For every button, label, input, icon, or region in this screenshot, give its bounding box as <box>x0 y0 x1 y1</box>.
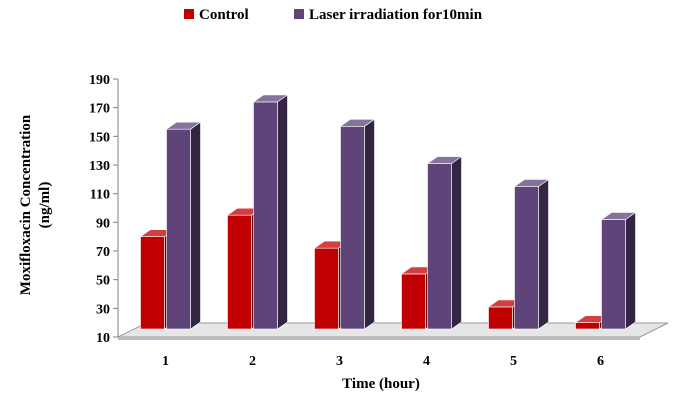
y-tick-label-50: 50 <box>96 274 110 289</box>
bar-front <box>601 219 626 330</box>
bar-side <box>538 178 549 330</box>
bar-side <box>277 94 288 330</box>
y-tick-label-90: 90 <box>96 216 110 231</box>
bar-laser-irradiation-for10min-3 <box>339 118 376 330</box>
x-tick-label-4: 4 <box>423 354 430 369</box>
bar-laser-irradiation-for10min-1 <box>165 121 202 330</box>
y-tick-label-70: 70 <box>96 245 110 260</box>
bar-top <box>165 121 202 130</box>
legend-item-control: Control <box>184 7 249 23</box>
x-tick-label-2: 2 <box>249 354 256 369</box>
bar-side <box>364 118 375 330</box>
bar-top <box>426 156 463 164</box>
bar-front <box>166 128 191 330</box>
bar-top <box>513 179 550 187</box>
bar-laser-irradiation-for10min-2 <box>252 94 289 330</box>
bar-front <box>514 186 539 330</box>
bar-front <box>427 163 452 330</box>
bar-top <box>339 119 376 127</box>
y-axis-title-line-1: Moxifloxacin Concentration <box>18 114 34 295</box>
y-tick-label-150: 150 <box>89 130 110 145</box>
bar-top <box>600 212 637 220</box>
chart-floor-edge <box>118 337 640 340</box>
bar-front <box>140 236 165 330</box>
x-tick-label-5: 5 <box>510 354 517 369</box>
legend-label: Control <box>199 7 249 23</box>
bar-front <box>227 214 252 330</box>
bar-front <box>575 322 600 330</box>
bar-front <box>340 126 365 330</box>
y-axis-title-line-2: (ng/ml) <box>37 182 53 229</box>
bar-front <box>488 306 513 330</box>
bar-laser-irradiation-for10min-6 <box>600 211 637 330</box>
legend-item-laser-irradiation-for10min: Laser irradiation for10min <box>294 7 483 23</box>
bar-top <box>252 94 289 103</box>
legend-label: Laser irradiation for10min <box>309 7 483 23</box>
x-tick-label-6: 6 <box>597 354 604 369</box>
x-tick-label-1: 1 <box>162 354 169 369</box>
x-tick-label-3: 3 <box>336 354 343 369</box>
y-axis-title: Moxifloxacin Concentration (ng/ml) <box>18 114 53 295</box>
bar-side <box>451 155 462 330</box>
y-tick-label-30: 30 <box>96 302 110 317</box>
bar-front <box>253 101 278 330</box>
bar-laser-irradiation-for10min-5 <box>513 178 550 330</box>
legend-swatch <box>184 9 194 19</box>
bar-front <box>314 247 339 330</box>
bar-front <box>401 273 426 330</box>
y-tick-label-130: 130 <box>89 159 110 174</box>
x-axis-title: Time (hour) <box>342 376 420 392</box>
y-tick-label-170: 170 <box>89 102 110 117</box>
bar-side <box>190 121 201 330</box>
y-tick-label-110: 110 <box>90 188 110 203</box>
bar-laser-irradiation-for10min-4 <box>426 155 463 330</box>
y-tick-label-190: 190 <box>89 73 110 88</box>
y-tick-label-10: 10 <box>96 331 110 346</box>
legend-swatch <box>294 9 304 19</box>
bar-side <box>625 211 636 330</box>
